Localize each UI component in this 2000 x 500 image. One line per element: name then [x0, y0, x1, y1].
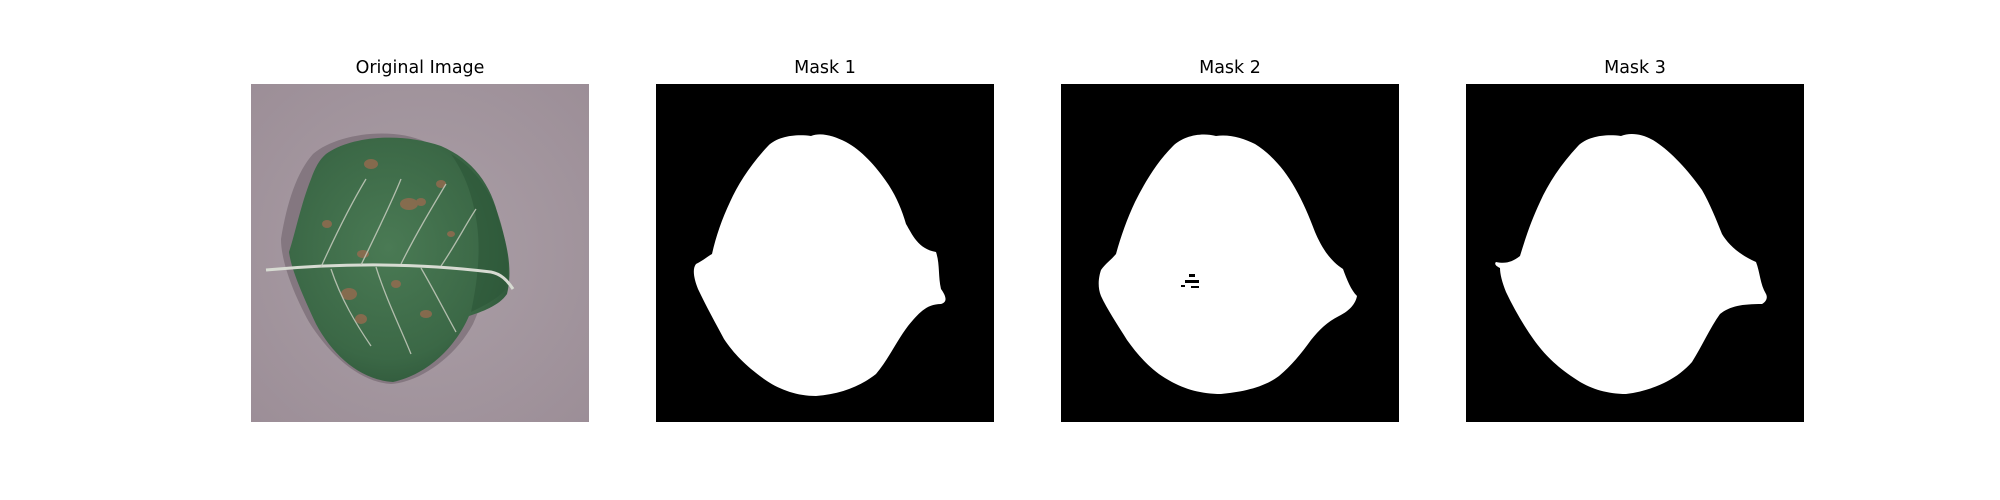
- mask-1-svg: [656, 84, 994, 422]
- mask-1-image: [656, 84, 994, 422]
- mask-2-holes: [1181, 274, 1199, 288]
- mask-1-leaf-region: [693, 134, 946, 396]
- leaf-side-veins: [320, 178, 477, 355]
- mask-2-svg: [1061, 84, 1399, 422]
- mask-3-svg: [1466, 84, 1804, 422]
- mask-3-title: Mask 3: [1604, 58, 1666, 78]
- original-image: [251, 84, 589, 422]
- mask-3-image: [1466, 84, 1804, 422]
- original-image-title: Original Image: [355, 58, 485, 78]
- mask-1-title: Mask 1: [794, 58, 856, 78]
- mask-2-title: Mask 2: [1199, 58, 1261, 78]
- leaf-spots: [322, 159, 455, 324]
- mask-3-leaf-region: [1495, 134, 1767, 394]
- leaf-midrib: [265, 263, 515, 290]
- leaf-shape: [289, 137, 510, 382]
- leaf-photo: [251, 84, 589, 422]
- mask-2-leaf-region: [1098, 134, 1357, 394]
- mask-2-image: [1061, 84, 1399, 422]
